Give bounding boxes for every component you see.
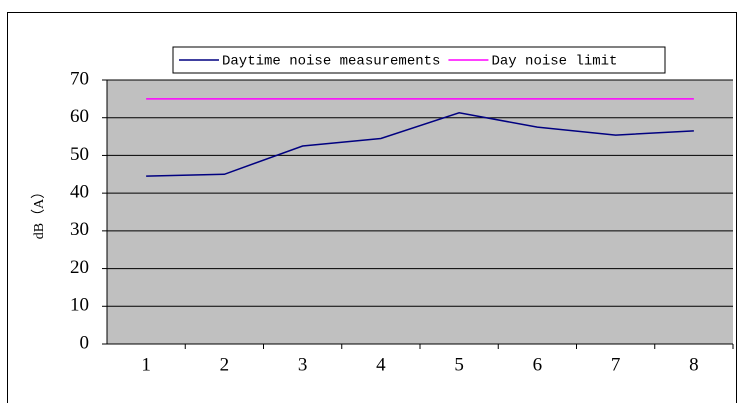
x-tick-label: 8 xyxy=(689,354,699,375)
x-tick-label: 5 xyxy=(454,354,464,375)
legend-label: Daytime noise measurements xyxy=(222,54,440,70)
y-tick-label: 10 xyxy=(70,295,89,316)
x-tick-label: 4 xyxy=(376,354,386,375)
y-tick-label: 20 xyxy=(70,257,89,278)
x-tick-label: 6 xyxy=(533,354,543,375)
plot-area xyxy=(107,80,733,344)
series-line xyxy=(146,112,694,177)
y-tick-label: 0 xyxy=(80,332,90,353)
y-tick-label: 60 xyxy=(70,106,89,127)
x-tick-label: 7 xyxy=(611,354,621,375)
legend-label: Day noise limit xyxy=(491,54,617,70)
legend-box xyxy=(172,46,666,74)
y-axis-label: dB（A） xyxy=(31,185,47,239)
y-tick-label: 50 xyxy=(70,144,89,165)
x-tick-label: 2 xyxy=(220,354,230,375)
x-tick-label: 3 xyxy=(298,354,308,375)
y-tick-label: 40 xyxy=(70,182,89,203)
y-tick-label: 30 xyxy=(70,219,89,240)
x-tick-label: 1 xyxy=(141,354,151,375)
y-tick-label: 70 xyxy=(70,68,89,89)
